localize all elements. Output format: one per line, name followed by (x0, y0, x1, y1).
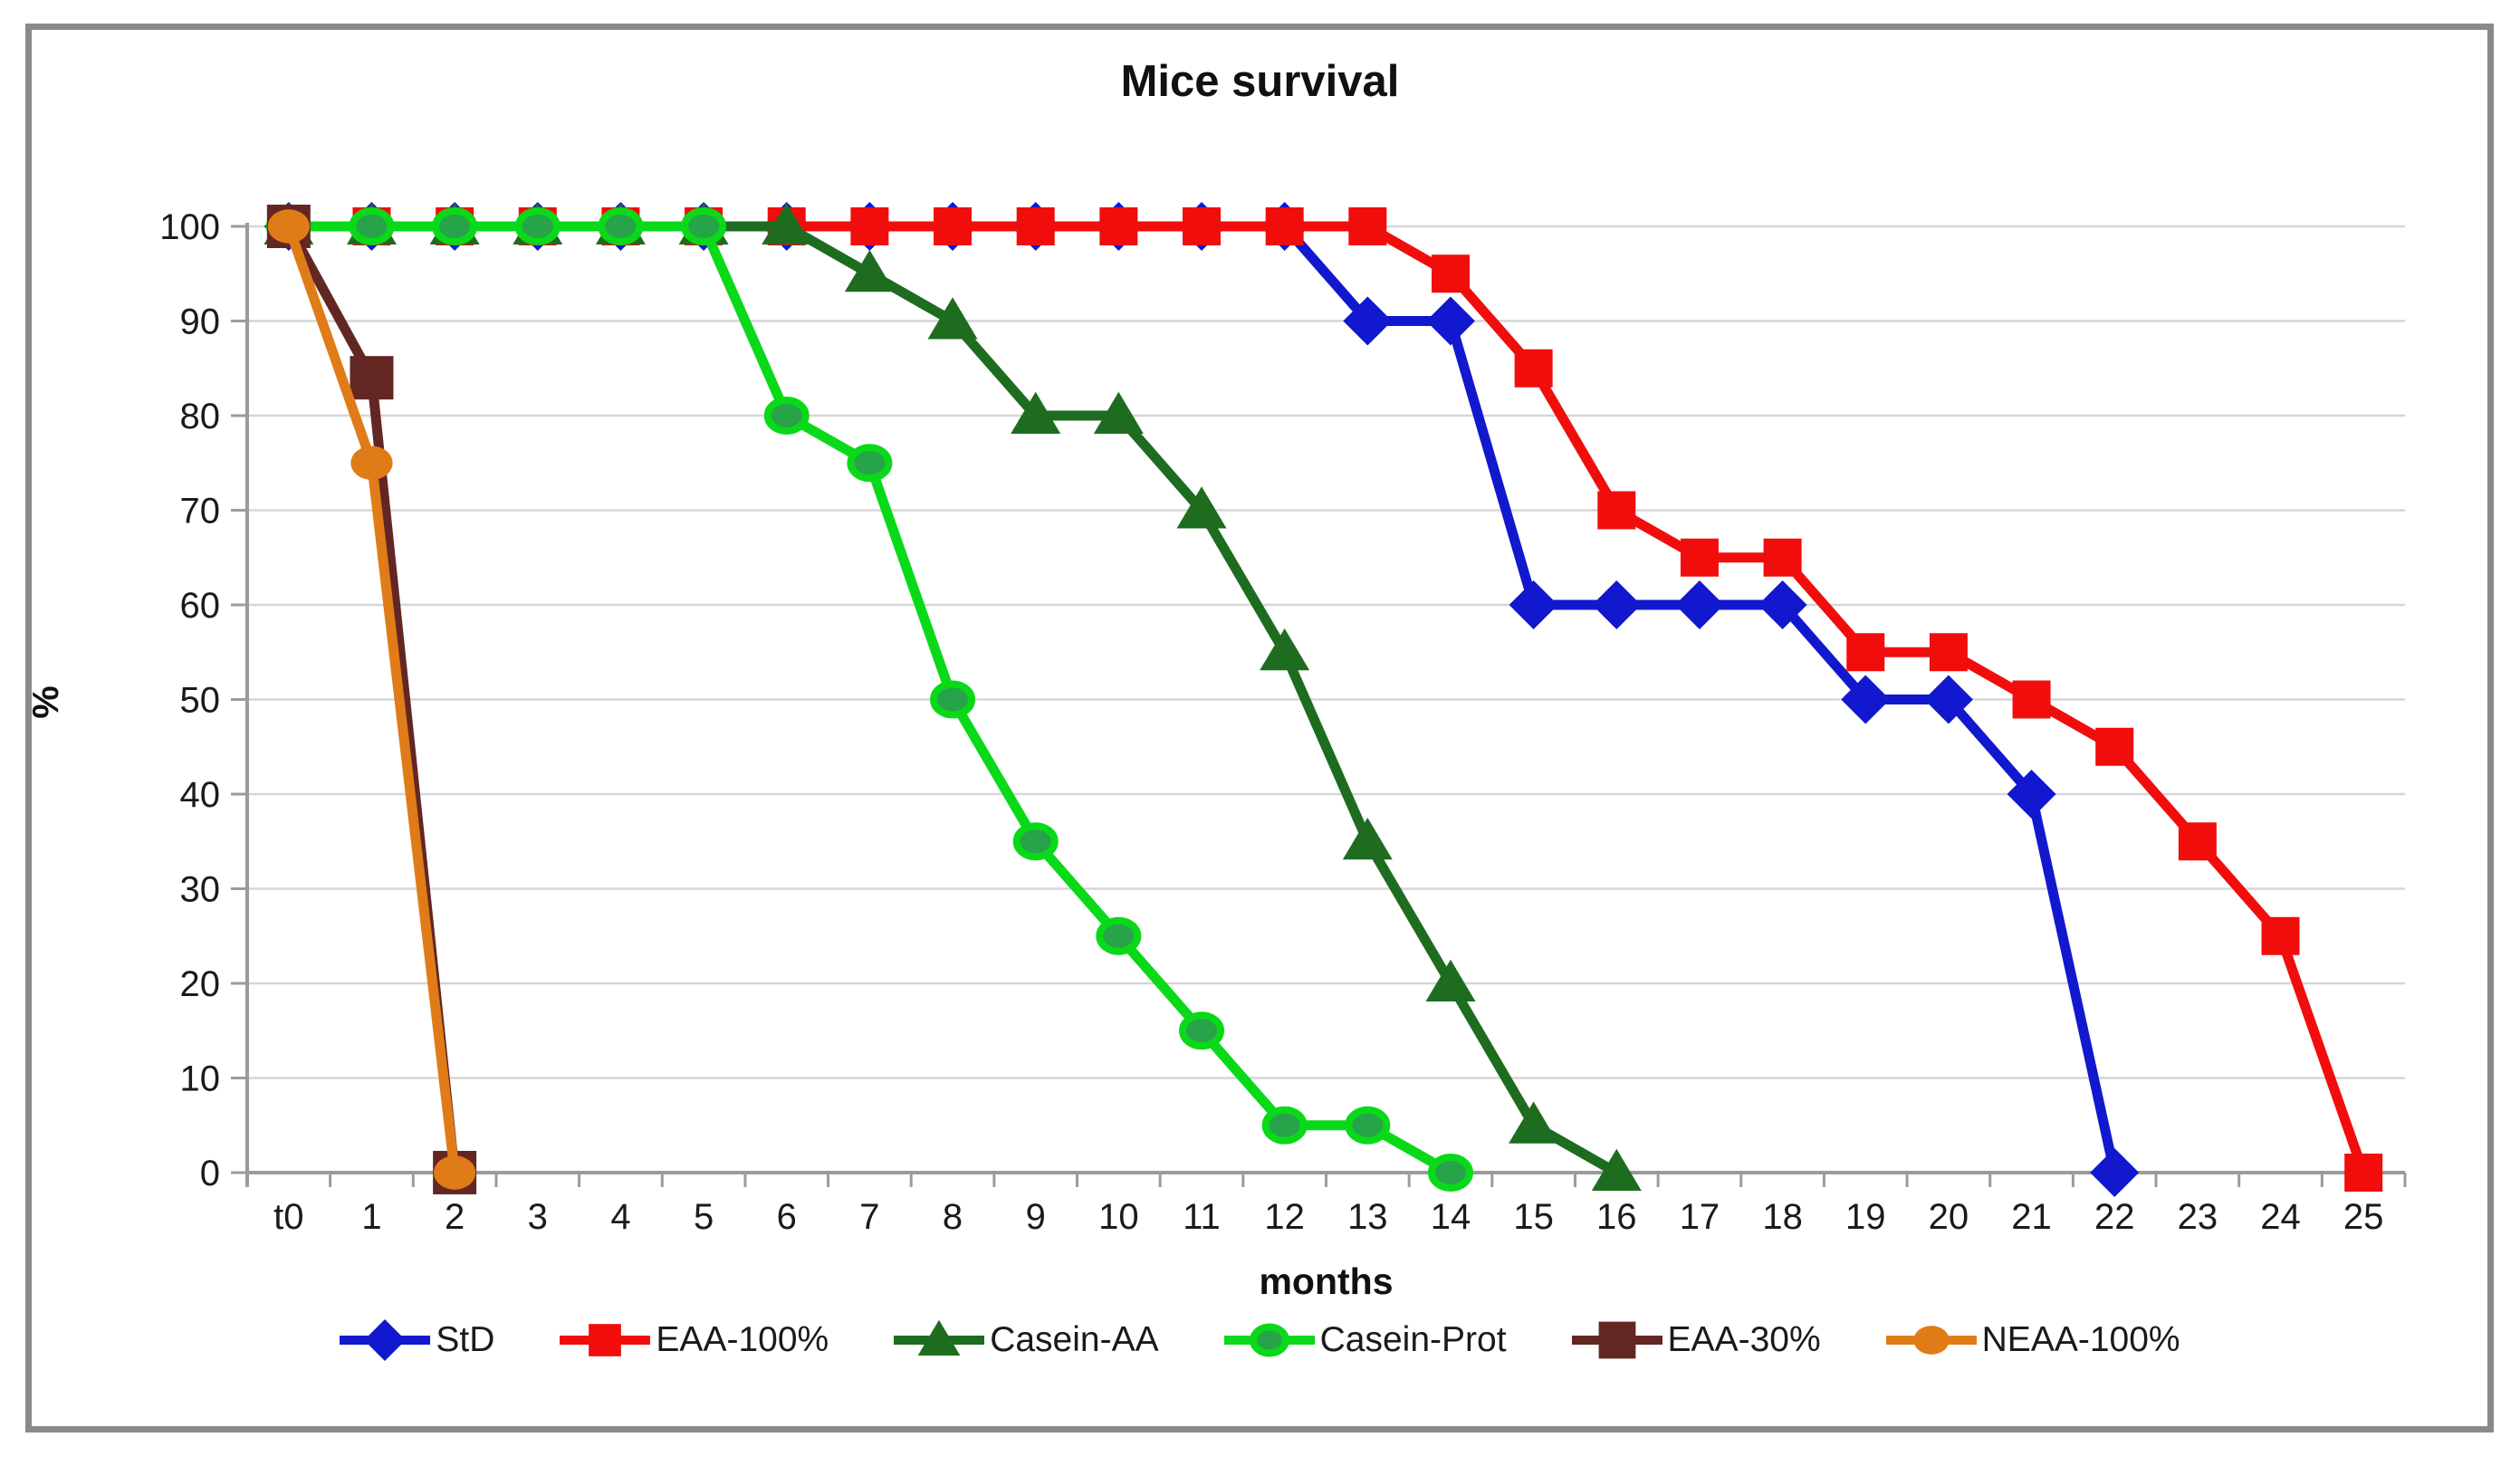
circle-marker-icon (1223, 1323, 1315, 1357)
square-marker-icon (1571, 1321, 1662, 1359)
x-tick-label: 13 (1347, 1197, 1388, 1237)
x-tick-label: 6 (777, 1197, 797, 1237)
x-tick-label: 4 (610, 1197, 630, 1237)
y-tick-label: 50 (180, 681, 221, 721)
x-tick-label: 15 (1513, 1197, 1554, 1237)
gridlines (247, 225, 2405, 1079)
x-tick-label: 23 (2178, 1197, 2218, 1237)
x-tick-label: 16 (1596, 1197, 1637, 1237)
x-tick-label: 10 (1098, 1197, 1139, 1237)
x-tick-label: 14 (1431, 1197, 1471, 1237)
x-tick-label: 2 (445, 1197, 465, 1237)
x-tick-label: 9 (1026, 1197, 1046, 1237)
x-tick-label: 24 (2260, 1197, 2301, 1237)
y-tick-label: 70 (180, 492, 221, 532)
x-tick-label: 20 (1929, 1197, 1969, 1237)
x-tick-label: 18 (1762, 1197, 1803, 1237)
y-tick-label: 0 (200, 1154, 220, 1193)
triangle-marker-icon (894, 1319, 985, 1356)
legend-label: EAA-100% (656, 1320, 829, 1359)
legend-item-StD: StD (340, 1315, 494, 1365)
y-tick-label: 30 (180, 870, 221, 910)
legend-item-Casein-Prot: Casein-Prot (1223, 1315, 1507, 1365)
legend-item-EAA-100%: EAA-100% (560, 1315, 829, 1365)
legend-item-NEAA-100%: NEAA-100% (1885, 1315, 2180, 1365)
x-tick-label: 12 (1264, 1197, 1305, 1237)
x-tick-label: 17 (1680, 1197, 1720, 1237)
x-tick-label: 1 (361, 1197, 381, 1237)
x-tick-label: 11 (1183, 1197, 1221, 1237)
legend-label: Casein-AA (990, 1320, 1159, 1359)
x-tick-label: 21 (2011, 1197, 2052, 1237)
x-tick-label: 25 (2343, 1197, 2384, 1237)
y-axis-title: % (24, 685, 66, 719)
x-tick-label: 8 (943, 1197, 963, 1237)
x-tick-label: 5 (694, 1197, 714, 1237)
series-NEAA-100% (267, 209, 476, 1190)
square-marker-icon (560, 1324, 651, 1356)
x-tick-label: 7 (859, 1197, 879, 1237)
legend-label: EAA-30% (1667, 1320, 1821, 1359)
y-tick-label: 80 (180, 397, 221, 436)
x-tick-label: 22 (2094, 1197, 2135, 1237)
legend-label: NEAA-100% (1981, 1320, 2180, 1359)
x-tick-label: t0 (273, 1197, 303, 1237)
legend-item-EAA-30%: EAA-30% (1571, 1315, 1821, 1365)
chart-title: Mice survival (1120, 57, 1400, 106)
legend: StD EAA-100% Casein-AA Casein-Prot EAA-30% NE… (0, 1315, 2520, 1365)
diamond-marker-icon (340, 1319, 431, 1361)
legend-label: Casein-Prot (1319, 1320, 1507, 1359)
y-tick-label: 60 (180, 586, 221, 626)
y-tick-label: 90 (180, 302, 221, 342)
circle-marker-icon (1885, 1326, 1977, 1355)
y-tick-label: 100 (159, 207, 220, 247)
y-tick-label: 20 (180, 964, 221, 1004)
x-tick-label: 3 (528, 1197, 548, 1237)
legend-label: StD (436, 1320, 495, 1359)
x-tick-label: 19 (1845, 1197, 1886, 1237)
series-Casein-Prot (265, 207, 1473, 1192)
y-tick-label: 40 (180, 775, 221, 815)
legend-item-Casein-AA: Casein-AA (894, 1315, 1159, 1365)
x-axis-title: months (1259, 1260, 1394, 1302)
y-tick-label: 10 (180, 1059, 221, 1099)
